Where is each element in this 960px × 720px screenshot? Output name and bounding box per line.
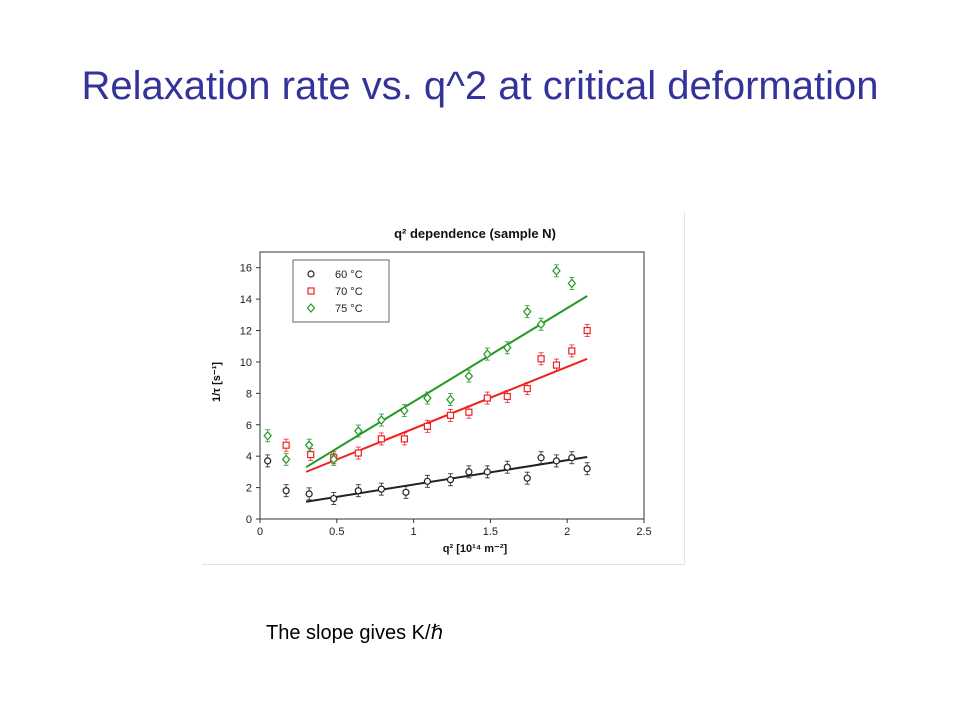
data-point (330, 492, 338, 505)
fit-lines (305, 295, 588, 503)
data-points (263, 264, 591, 505)
data-point (282, 438, 290, 452)
data-point (537, 451, 545, 465)
data-point (537, 352, 545, 366)
legend-label: 60 °C (335, 269, 363, 281)
data-point (522, 305, 532, 319)
y-tick-label: 8 (246, 388, 252, 400)
plot-frame (259, 251, 645, 520)
legend-marker (307, 270, 315, 278)
data-point (400, 404, 409, 418)
y-tick-label: 10 (240, 357, 252, 369)
y-axis-label: 1/τ [s⁻¹] (211, 362, 223, 402)
data-point (423, 419, 432, 433)
data-point (377, 482, 385, 496)
data-point (446, 473, 455, 487)
x-tick-label: 2 (564, 526, 570, 538)
slide-title: Relaxation rate vs. q^2 at critical defo… (81, 64, 879, 108)
data-point (503, 390, 511, 403)
data-point (304, 438, 314, 452)
chart-figure: q² dependence (sample N) 0 0.5 1 1.5 2 2.5 0 2 4… (202, 212, 685, 565)
legend-marker (306, 303, 316, 313)
data-point (465, 465, 473, 479)
data-point (305, 487, 313, 501)
data-point (264, 454, 272, 468)
data-point (354, 484, 362, 498)
data-point (568, 451, 576, 465)
legend-label: 70 °C (335, 286, 363, 298)
data-point (446, 393, 455, 407)
data-point (483, 465, 491, 479)
y-tick-label: 6 (246, 420, 252, 432)
data-point (307, 448, 315, 462)
data-point (502, 341, 512, 355)
data-point (402, 485, 410, 499)
data-point (536, 317, 546, 331)
data-point (552, 358, 561, 372)
y-tick-label: 0 (246, 514, 252, 526)
data-point (354, 424, 363, 438)
y-tick-label: 2 (246, 483, 252, 495)
data-point (483, 347, 492, 361)
data-point (446, 408, 455, 422)
y-tick-label: 12 (240, 326, 252, 338)
slide-caption: The slope gives K/ℏ (266, 622, 444, 644)
data-point (377, 432, 385, 446)
x-tick-label: 0 (257, 526, 263, 538)
data-point (465, 405, 473, 419)
data-point (377, 413, 386, 427)
chart-title: q² dependence (sample N) (394, 226, 556, 241)
x-tick-label: 1 (411, 526, 417, 538)
data-point (281, 452, 291, 466)
data-point (483, 391, 491, 405)
data-point (282, 484, 290, 498)
data-point (329, 452, 339, 466)
data-point (552, 454, 561, 468)
fit-line (305, 455, 588, 503)
data-point (568, 344, 576, 358)
data-point (552, 264, 561, 278)
data-point (583, 324, 591, 337)
axes: 0 0.5 1 1.5 2 2.5 0 2 4 6 8 10 12 14 16 (240, 251, 652, 538)
x-tick-label: 2.5 (636, 526, 651, 538)
x-tick-label: 0.5 (329, 526, 344, 538)
legend-marker (307, 287, 315, 295)
data-point (503, 460, 511, 474)
data-point (464, 369, 474, 383)
y-tick-label: 4 (246, 451, 252, 463)
fit-line (305, 357, 588, 473)
q2-dependence-chart: q² dependence (sample N) 0 0.5 1 1.5 2 2.5 0 2 4… (211, 226, 652, 555)
data-point (354, 446, 362, 460)
legend: 60 °C 70 °C 75 °C (292, 259, 390, 323)
x-axis-label: q² [10¹⁴ m⁻²] (443, 543, 508, 555)
y-tick-label: 14 (240, 294, 252, 306)
data-point (567, 277, 577, 290)
data-point (423, 391, 432, 405)
data-point (263, 429, 272, 443)
data-point (423, 474, 432, 488)
legend-label: 75 °C (335, 303, 363, 315)
data-point (523, 471, 531, 485)
data-point (523, 382, 531, 396)
x-tick-label: 1.5 (483, 526, 498, 538)
y-tick-label: 16 (240, 263, 252, 275)
data-point (583, 462, 591, 476)
data-point (400, 432, 408, 446)
